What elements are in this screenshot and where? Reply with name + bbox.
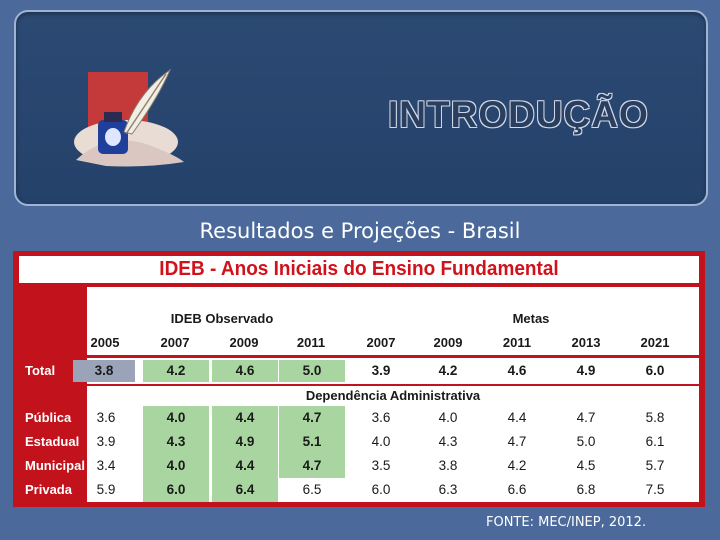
header-panel: INTRODUÇÃO xyxy=(14,10,708,206)
observed-value: 3.8 xyxy=(73,360,135,382)
observed-value: 4.9 xyxy=(212,430,278,454)
observed-value: 6.5 xyxy=(302,482,322,497)
target-value: 5.0 xyxy=(576,434,596,449)
target-value: 6.3 xyxy=(438,482,458,497)
observed-value: 3.6 xyxy=(96,410,116,425)
row-label: Municipal xyxy=(25,458,85,473)
year-header-observed: 2011 xyxy=(296,335,326,350)
year-header-target: 2013 xyxy=(571,335,601,350)
table-title: IDEB - Anos Iniciais do Ensino Fundament… xyxy=(159,258,559,280)
target-value: 4.0 xyxy=(438,410,458,425)
target-value: 7.5 xyxy=(645,482,665,497)
observed-value: 4.0 xyxy=(143,406,209,430)
year-header-target: 2011 xyxy=(502,335,532,350)
target-value: 4.2 xyxy=(438,363,458,378)
observed-value: 4.3 xyxy=(143,430,209,454)
table-title-bar: IDEB - Anos Iniciais do Ensino Fundament… xyxy=(19,256,699,283)
target-value: 3.6 xyxy=(371,410,391,425)
target-value: 4.4 xyxy=(507,410,527,425)
target-value: 5.7 xyxy=(645,458,665,473)
section-header-bg xyxy=(87,386,699,406)
row-label: Privada xyxy=(25,482,72,497)
ideb-table: IDEB - Anos Iniciais do Ensino Fundament… xyxy=(13,251,705,507)
year-header-target: 2007 xyxy=(366,335,396,350)
row-label: Total xyxy=(25,363,56,378)
observed-value: 4.4 xyxy=(212,454,278,478)
year-header-target: 2021 xyxy=(640,335,670,350)
section-label: Dependência Administrativa xyxy=(305,388,481,403)
quill-inkwell-icon xyxy=(74,68,184,167)
source-footer: FONTE: MEC/INEP, 2012. xyxy=(486,515,647,530)
observed-value: 4.6 xyxy=(212,360,278,382)
row-label: Estadual xyxy=(25,434,80,449)
row-label: Pública xyxy=(25,410,72,425)
year-header-target: 2009 xyxy=(433,335,463,350)
observed-value: 4.0 xyxy=(143,454,209,478)
observed-value: 5.9 xyxy=(96,482,116,497)
target-value: 4.0 xyxy=(371,434,391,449)
target-value: 4.5 xyxy=(576,458,596,473)
target-value: 3.5 xyxy=(371,458,391,473)
observed-value: 3.9 xyxy=(96,434,116,449)
target-value: 6.8 xyxy=(576,482,596,497)
target-value: 4.9 xyxy=(576,363,596,378)
table-header-band xyxy=(87,307,699,355)
target-value: 4.6 xyxy=(507,363,527,378)
target-value: 6.0 xyxy=(645,363,665,378)
target-value: 6.0 xyxy=(371,482,391,497)
table-spacer-strip xyxy=(87,287,699,307)
observed-value: 4.4 xyxy=(212,406,278,430)
observed-value: 4.7 xyxy=(279,454,345,478)
year-header-observed: 2007 xyxy=(160,335,190,350)
observed-value: 6.0 xyxy=(143,478,209,502)
target-value: 3.9 xyxy=(371,363,391,378)
target-value: 6.6 xyxy=(507,482,527,497)
group-label-targets: Metas xyxy=(512,311,550,326)
target-value: 4.7 xyxy=(576,410,596,425)
observed-value: 4.7 xyxy=(279,406,345,430)
year-header-observed: 2005 xyxy=(90,335,120,350)
observed-value: 3.4 xyxy=(96,458,116,473)
slide-subtitle: Resultados e Projeções - Brasil xyxy=(199,219,521,243)
slide-title: INTRODUÇÃO xyxy=(388,94,649,135)
target-value: 4.2 xyxy=(507,458,527,473)
year-header-observed: 2009 xyxy=(229,335,259,350)
observed-value: 4.2 xyxy=(143,360,209,382)
target-value: 4.7 xyxy=(507,434,527,449)
observed-value: 5.0 xyxy=(279,360,345,382)
observed-value: 6.4 xyxy=(212,478,278,502)
target-value: 6.1 xyxy=(645,434,665,449)
observed-value: 5.1 xyxy=(279,430,345,454)
target-value: 3.8 xyxy=(438,458,458,473)
target-value: 4.3 xyxy=(438,434,458,449)
target-value: 5.8 xyxy=(645,410,665,425)
group-label-observed: IDEB Observado xyxy=(170,311,274,326)
